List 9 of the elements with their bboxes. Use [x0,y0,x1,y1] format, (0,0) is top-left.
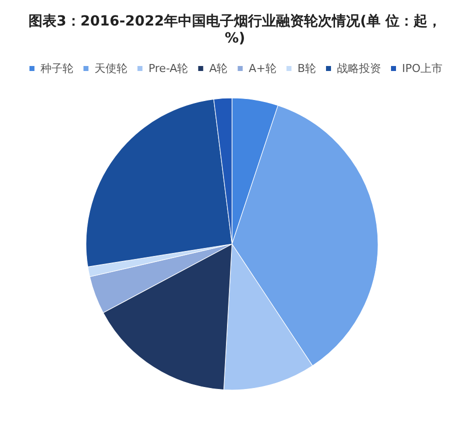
legend-label: 天使轮 [94,62,128,75]
chart-title: 图表3：2016-2022年中国电子烟行业融资轮次情况(单 位：起，%) [28,14,442,46]
legend-label: IPO上市 [402,62,443,75]
legend-label: A+轮 [248,62,276,75]
legend-label: 战略投资 [337,62,382,75]
legend-label: Pre-A轮 [148,62,188,75]
legend-label: B轮 [297,62,316,75]
legend-label: A轮 [209,62,228,75]
legend-label: 种子轮 [40,62,74,75]
